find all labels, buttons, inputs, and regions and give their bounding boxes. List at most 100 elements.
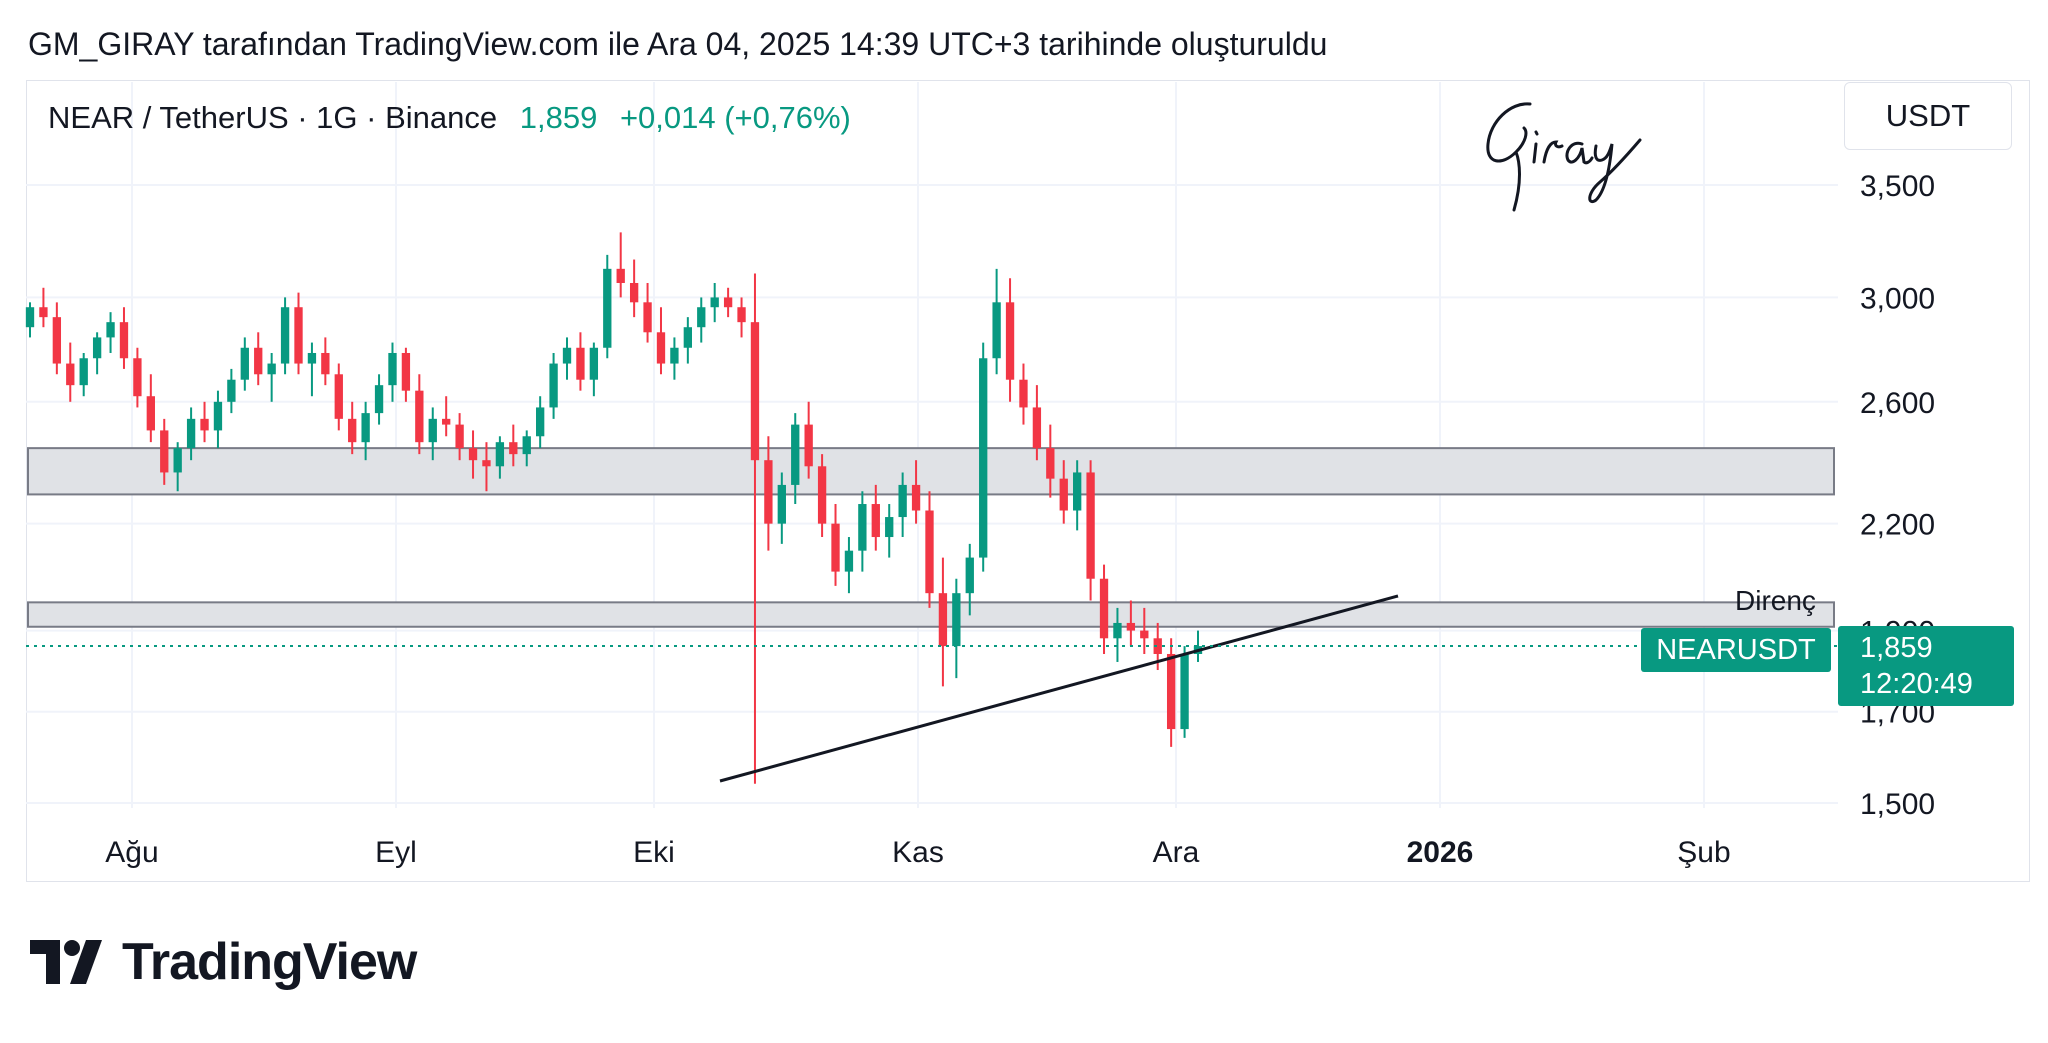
last-price: 1,859: [519, 100, 598, 135]
candle-body: [1005, 302, 1015, 380]
candle-body: [938, 593, 948, 647]
candle-body: [240, 347, 249, 380]
chart-frame: [26, 80, 2030, 882]
x-tick-label: Şub: [1677, 836, 1730, 869]
candle-body: [965, 557, 974, 594]
currency-unit-button[interactable]: USDT: [1844, 82, 2012, 150]
candle-body: [509, 442, 518, 455]
y-tick-label: 1,500: [1860, 788, 1935, 821]
tradingview-logo[interactable]: TradingView: [30, 933, 417, 991]
candle-body: [656, 332, 666, 364]
candle-body: [616, 268, 625, 283]
candle-body: [52, 317, 62, 364]
x-tick-label: Kas: [892, 836, 944, 869]
candle-body: [415, 390, 424, 443]
price-tag-value: 1,859: [1860, 632, 1933, 664]
candle-body: [804, 424, 813, 467]
candle-body: [39, 307, 48, 318]
candle-body: [1126, 622, 1136, 631]
candle-body: [442, 418, 451, 425]
candle-body: [817, 466, 827, 524]
candle-body: [106, 322, 115, 338]
zone-layer: [27, 447, 1835, 628]
y-tick-label: 3,000: [1860, 282, 1935, 315]
candle-body: [710, 297, 719, 308]
currency-unit-label: USDT: [1885, 98, 1971, 133]
candle-body: [992, 302, 1001, 359]
candle-body: [562, 347, 572, 364]
candle-body: [468, 448, 478, 461]
candle-body: [952, 593, 961, 647]
candle-body: [1113, 622, 1122, 639]
candle-body: [92, 337, 102, 359]
candle-body: [294, 307, 303, 364]
candle-body: [455, 424, 464, 449]
candle-body: [213, 401, 223, 431]
candle-body: [428, 418, 437, 443]
y-tick-label: 2,200: [1860, 509, 1935, 542]
candle-body: [1059, 478, 1068, 511]
signature: [1486, 102, 1642, 212]
y-tick-label: 2,600: [1860, 387, 1935, 420]
candle-body: [683, 327, 693, 348]
candle-body: [1153, 638, 1162, 654]
x-tick-label: Eyl: [375, 836, 417, 869]
candle-body: [66, 363, 75, 386]
candle-body: [737, 307, 746, 323]
candle-body: [844, 550, 854, 572]
candle-body: [1180, 653, 1189, 730]
candle-body: [911, 484, 921, 511]
candle-body: [25, 307, 35, 328]
candle-body: [388, 352, 397, 386]
candle-body: [146, 396, 155, 431]
chart-grid: [26, 82, 1838, 808]
candle-body: [576, 347, 585, 380]
candle-body: [1032, 407, 1042, 449]
candle-body: [254, 347, 263, 375]
candle-body: [885, 517, 894, 538]
x-tick-label: Ara: [1153, 836, 1200, 869]
x-tick-label: 2026: [1407, 836, 1474, 869]
symbol-tag-label: NEARUSDT: [1656, 633, 1816, 666]
candle-body: [723, 297, 733, 308]
candle-body: [777, 484, 786, 524]
candle-body: [186, 418, 196, 449]
symbol-info-line: NEAR / TetherUS · 1G · Binance 1,859 +0,…: [48, 100, 851, 136]
candle-body: [670, 347, 679, 364]
candle-body: [898, 484, 907, 518]
candle-body: [629, 282, 639, 303]
candle-body: [589, 347, 599, 380]
resistance-zone: [27, 447, 1835, 496]
x-tick-label: Ağu: [105, 836, 158, 869]
trendline: [719, 594, 1399, 783]
candle-body: [643, 302, 652, 333]
candle-body: [979, 358, 988, 558]
price-axis-tag: 1,859 12:20:49: [1838, 626, 2014, 706]
x-tick-label: Eki: [633, 836, 675, 869]
candle-body: [348, 418, 357, 443]
price-change: +0,014 (+0,76%): [619, 100, 851, 135]
candle-body: [522, 436, 531, 455]
candle-body: [321, 352, 330, 375]
candle-body: [401, 352, 411, 391]
candle-body: [1019, 379, 1028, 408]
candle-body: [1086, 472, 1095, 579]
candle-body: [535, 407, 545, 437]
candle-body: [1073, 472, 1082, 511]
candle-body: [482, 460, 491, 467]
candle-body: [495, 442, 505, 467]
time-axis: Ağu Eyl Eki Kas Ara 2026 Şub: [105, 836, 1730, 869]
resistance-zone: [27, 601, 1835, 628]
candle-body: [1140, 630, 1149, 639]
tradingview-logo-icon: [30, 940, 102, 984]
candle-body: [791, 424, 800, 485]
candle-body: [160, 430, 169, 473]
candle-body: [227, 379, 236, 402]
candle-body: [925, 510, 934, 594]
candle-body: [831, 523, 840, 572]
candle-body: [307, 352, 317, 364]
candle-body: [200, 418, 209, 431]
y-tick-label: 3,500: [1860, 170, 1935, 203]
